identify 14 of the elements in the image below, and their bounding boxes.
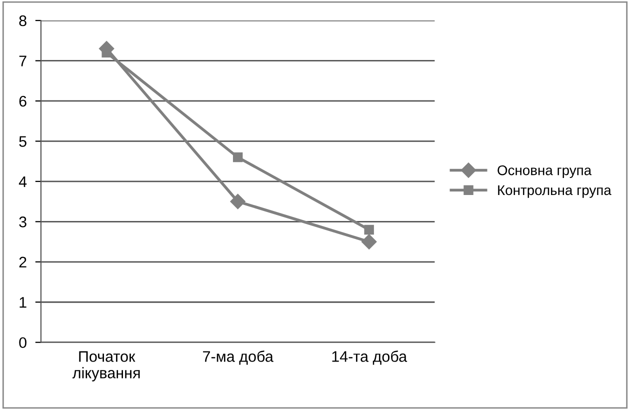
legend-label: Контрольна група — [498, 185, 612, 198]
x-tick-label: Початок лікування — [72, 351, 140, 382]
y-tick-label: 4 — [18, 176, 27, 187]
y-tick-label: 2 — [19, 256, 26, 268]
legend-label: Основна група — [498, 165, 592, 178]
y-tick-label: 3 — [19, 216, 26, 228]
y-tick-label: 8 — [19, 15, 26, 26]
y-tick-label: 5 — [19, 136, 26, 147]
y-tick-label: 7 — [19, 56, 26, 66]
x-tick-label: 7-ма доба — [203, 350, 274, 365]
x-tick-label: 14-та доба — [332, 350, 408, 365]
y-tick-label: 0 — [19, 337, 26, 348]
y-tick-label: 6 — [19, 96, 26, 107]
y-tick-label: 1 — [20, 297, 26, 308]
